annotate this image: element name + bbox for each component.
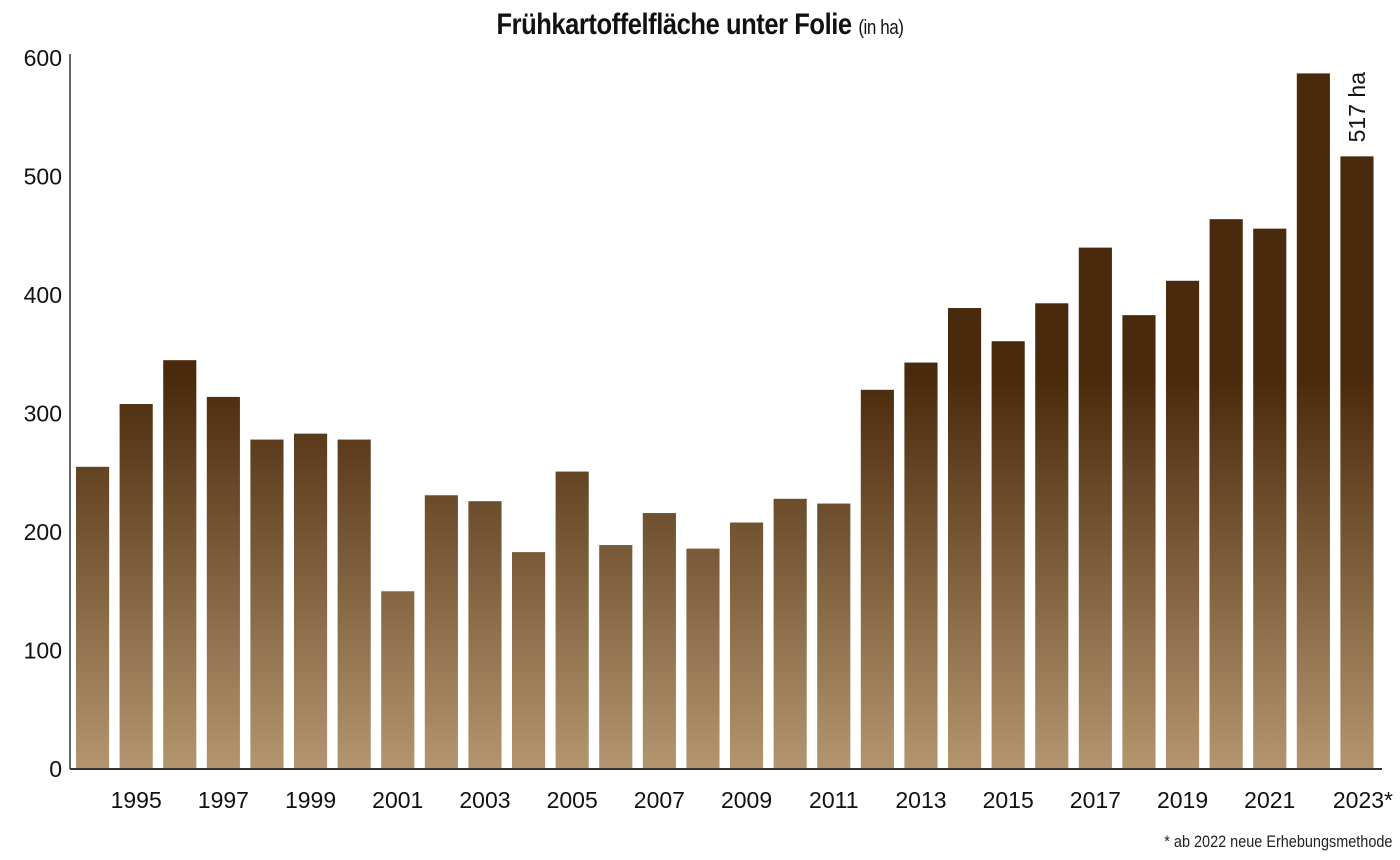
bar-2003 bbox=[468, 501, 502, 769]
bar-1997 bbox=[206, 396, 240, 769]
bar-1999 bbox=[294, 433, 328, 769]
x-tick-label: 2017 bbox=[1070, 787, 1121, 813]
x-tick-label: 2011 bbox=[809, 787, 858, 813]
y-tick-label: 500 bbox=[24, 164, 62, 190]
x-tick-label: 1999 bbox=[285, 787, 336, 813]
bar-2019 bbox=[1166, 280, 1200, 769]
bar-2020 bbox=[1209, 219, 1243, 769]
x-tick-label: 1995 bbox=[111, 787, 162, 813]
bar-2005 bbox=[555, 471, 589, 769]
y-tick-label: 100 bbox=[24, 638, 62, 664]
bar-2004 bbox=[512, 552, 546, 769]
title-text: Frühkartoffelfläche unter Folie bbox=[496, 8, 852, 41]
x-tick-label: 2009 bbox=[721, 787, 772, 813]
bar-2012 bbox=[860, 389, 894, 769]
title-unit: (in ha) bbox=[858, 17, 904, 39]
y-tick-label: 0 bbox=[49, 756, 62, 782]
bar-2013 bbox=[904, 362, 938, 769]
x-tick-label: 1997 bbox=[198, 787, 249, 813]
x-tick-label: 2005 bbox=[547, 787, 598, 813]
y-tick-label: 400 bbox=[24, 282, 62, 308]
y-tick-label: 300 bbox=[24, 401, 62, 427]
footnote: * ab 2022 neue Erhebungsmethode bbox=[1163, 832, 1392, 851]
x-tick-label: 2019 bbox=[1157, 787, 1208, 813]
x-tick-label: 2003 bbox=[459, 787, 510, 813]
x-tick-label: 2023* bbox=[1333, 787, 1393, 813]
x-tick-label: 2007 bbox=[634, 787, 685, 813]
bar-2007 bbox=[642, 513, 676, 769]
bar-2009 bbox=[730, 522, 764, 769]
x-tick-label: 2015 bbox=[983, 787, 1034, 813]
data-label-2023: 517 ha bbox=[1344, 72, 1370, 143]
bar-2001 bbox=[381, 591, 415, 769]
bar-1994 bbox=[76, 466, 110, 769]
y-tick-label: 600 bbox=[24, 45, 62, 71]
x-tick-label: 2021 bbox=[1244, 787, 1295, 813]
bar-1998 bbox=[250, 439, 284, 769]
bar-2015 bbox=[991, 341, 1025, 769]
x-tick-label: 2013 bbox=[895, 787, 946, 813]
x-tick-label: 2001 bbox=[372, 787, 423, 813]
bar-2016 bbox=[1035, 303, 1069, 769]
bar-2022 bbox=[1296, 73, 1330, 769]
bar-2010 bbox=[773, 498, 807, 769]
bar-2011 bbox=[817, 503, 851, 769]
bar-2018 bbox=[1122, 315, 1156, 769]
bar-2006 bbox=[599, 545, 633, 769]
bar-2017 bbox=[1078, 247, 1112, 770]
chart-title: Frühkartoffelfläche unter Folie (in ha) bbox=[105, 8, 1295, 42]
y-tick-label: 200 bbox=[24, 519, 62, 545]
bar-2002 bbox=[424, 495, 458, 769]
bar-2023 bbox=[1340, 156, 1374, 770]
bar-2021 bbox=[1253, 228, 1287, 769]
bar-2008 bbox=[686, 548, 720, 769]
bar-1995 bbox=[119, 404, 153, 769]
bar-2014 bbox=[948, 308, 982, 769]
bar-1996 bbox=[163, 360, 197, 769]
bar-2000 bbox=[337, 439, 371, 769]
